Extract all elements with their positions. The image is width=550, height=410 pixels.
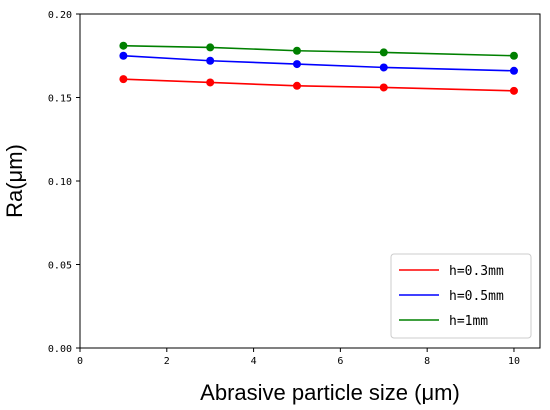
- data-point: [379, 83, 388, 92]
- series-line: [123, 54, 514, 72]
- data-point: [292, 46, 301, 55]
- series-h=0.5mm: [119, 51, 518, 75]
- y-tick-label: 0.20: [48, 10, 72, 21]
- data-point: [379, 63, 388, 72]
- data-point: [509, 66, 518, 75]
- legend-label: h=0.5mm: [449, 289, 504, 304]
- data-point: [292, 60, 301, 69]
- x-axis-ticks: 0 2 4 6 8 10: [77, 348, 520, 367]
- x-tick-label: 2: [164, 356, 170, 367]
- data-point: [119, 41, 128, 50]
- x-axis-title: Abrasive particle size (μm): [200, 380, 460, 405]
- x-tick-label: 6: [337, 356, 343, 367]
- legend-label: h=0.3mm: [449, 264, 504, 279]
- data-point: [509, 51, 518, 60]
- y-tick-label: 0.15: [48, 94, 72, 105]
- x-tick-label: 8: [424, 356, 430, 367]
- series-line: [123, 44, 514, 57]
- y-axis-ticks: 0.00 0.05 0.10 0.15 0.20: [48, 10, 80, 355]
- data-point: [292, 81, 301, 90]
- data-point: [206, 43, 215, 52]
- y-tick-label: 0.10: [48, 177, 72, 188]
- x-tick-label: 10: [508, 356, 520, 367]
- series-layer: [119, 41, 518, 95]
- series-h=0.3mm: [119, 75, 518, 95]
- legend: h=0.3mm h=0.5mm h=1mm: [390, 253, 532, 339]
- y-tick-label: 0.00: [48, 344, 72, 355]
- data-point: [509, 86, 518, 95]
- data-point: [119, 51, 128, 60]
- data-point: [206, 56, 215, 65]
- x-tick-label: 4: [251, 356, 257, 367]
- legend-box: [390, 253, 532, 339]
- series-line: [123, 78, 514, 92]
- y-axis-title: Ra(μm): [2, 144, 27, 218]
- data-point: [119, 75, 128, 84]
- legend-label: h=1mm: [449, 314, 488, 329]
- data-point: [206, 78, 215, 87]
- data-point: [379, 48, 388, 57]
- x-tick-label: 0: [77, 356, 83, 367]
- y-tick-label: 0.05: [48, 261, 72, 272]
- series-h=1mm: [119, 41, 518, 60]
